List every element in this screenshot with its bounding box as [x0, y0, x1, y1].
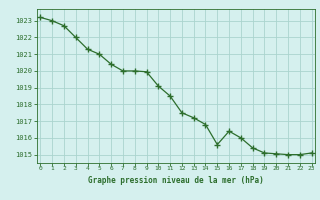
X-axis label: Graphe pression niveau de la mer (hPa): Graphe pression niveau de la mer (hPa): [88, 176, 264, 185]
